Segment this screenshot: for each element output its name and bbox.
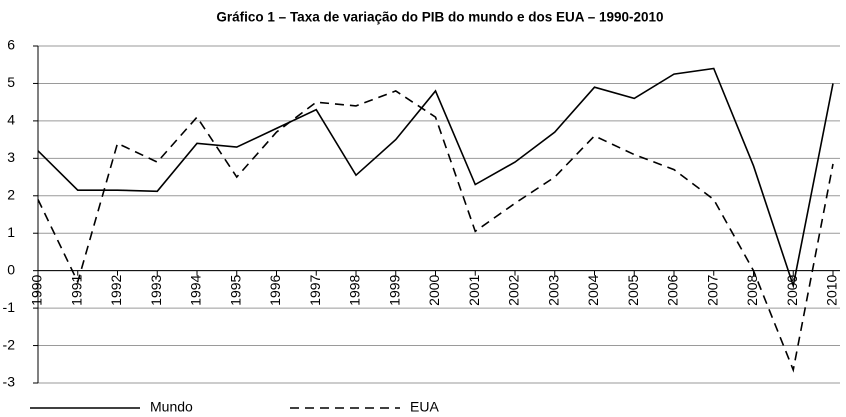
x-tick-label: 2010 <box>824 274 840 305</box>
series-line <box>37 90 834 373</box>
y-tick-label: 5 <box>7 74 15 90</box>
x-tick-label: 2004 <box>585 274 601 305</box>
y-tick-label: 4 <box>7 112 15 128</box>
x-tick-label: 2006 <box>665 274 681 305</box>
x-tick-label: 2003 <box>545 274 561 305</box>
x-tick-label: 2009 <box>784 274 800 305</box>
legend-label: Mundo <box>150 399 193 415</box>
x-tick-label: 1996 <box>267 274 283 305</box>
y-tick-label: 2 <box>7 186 15 202</box>
chart-title: Gráfico 1 – Taxa de variação do PIB do m… <box>216 10 663 25</box>
y-tick-label: -1 <box>3 299 16 315</box>
x-tick-label: 2008 <box>744 274 760 305</box>
x-tick-label: 2000 <box>426 274 442 305</box>
x-tick-label: 1991 <box>68 274 84 305</box>
x-tick-label: 1998 <box>347 274 363 305</box>
y-tick-label: 3 <box>7 149 15 165</box>
x-tick-label: 1994 <box>188 274 204 305</box>
x-tick-label: 1992 <box>108 274 124 305</box>
x-tick-label: 2005 <box>625 274 641 305</box>
x-tick-label: 2002 <box>506 274 522 305</box>
y-tick-label: 0 <box>7 261 15 277</box>
legend-label: EUA <box>410 399 439 415</box>
y-tick-label: -3 <box>3 374 16 390</box>
x-tick-label: 2007 <box>704 274 720 305</box>
x-tick-label: 1999 <box>386 274 402 305</box>
x-tick-label: 2001 <box>466 274 482 305</box>
y-tick-label: -2 <box>3 336 16 352</box>
x-tick-label: 1993 <box>148 274 164 305</box>
series-line <box>37 67 834 289</box>
y-tick-label: 1 <box>7 224 15 240</box>
x-tick-label: 1995 <box>227 274 243 305</box>
x-tick-label: 1990 <box>29 274 45 305</box>
y-tick-label: 6 <box>7 37 15 53</box>
x-tick-label: 1997 <box>307 274 323 305</box>
